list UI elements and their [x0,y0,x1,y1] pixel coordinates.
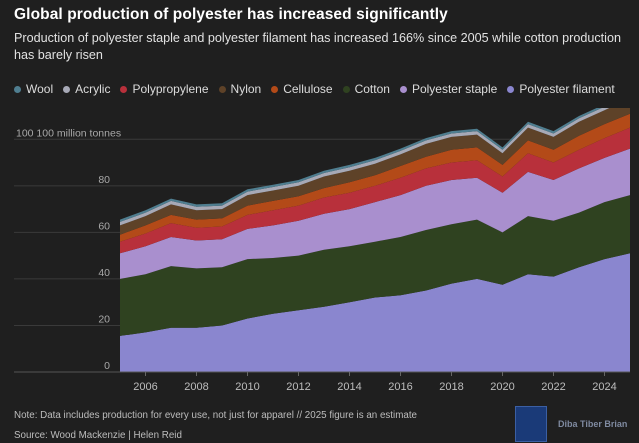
legend-swatch [342,85,350,93]
legend-item-wool: Wool [14,82,53,96]
legend-swatch [14,85,21,93]
x-tick-label: 2024 [592,381,616,393]
legend-swatch [63,85,71,93]
x-tick-label: 2018 [439,381,463,393]
legend-item-acrylic: Acrylic [63,82,110,96]
x-tick-label: 2016 [388,381,412,393]
legend-swatch [218,85,226,93]
footnote: Note: Data includes production for every… [14,410,417,421]
x-tick-label: 2010 [235,381,259,393]
area-cotton [120,195,630,336]
chart-legend: Wool Acrylic Polypropylene Nylon Cellulose Co… [14,82,639,96]
publisher-logo [515,406,547,442]
y-tick-label: 80 [98,174,110,186]
area-wool [120,108,602,222]
source-line: Source: Wood Mackenzie | Helen Reid [14,430,182,441]
legend-item-cellulose: Cellulose [271,82,333,96]
legend-label: Polyester filament [519,82,615,96]
area-nylon [120,108,630,235]
y-tick-label: 20 [98,313,110,325]
legend-swatch [271,85,279,93]
legend-label: Cellulose [283,82,333,96]
x-tick-label: 2022 [541,381,565,393]
legend-label: Polyester staple [411,82,498,96]
legend-swatch [399,85,407,93]
legend-label: Cotton [354,82,390,96]
chart-subtitle: Production of polyester staple and polye… [14,31,621,62]
x-tick-label: 2020 [490,381,514,393]
legend-label: Acrylic [75,82,111,96]
publisher-logo-text: Diba Tiber Brian [558,419,628,429]
legend-item-nylon: Nylon [218,82,262,96]
legend-label: Polypropylene [132,82,209,96]
area-acrylic [120,108,610,226]
chart-title: Global production of polyester has incre… [14,6,448,23]
area-cellulose [120,113,630,242]
legend-label: Wool [26,82,54,96]
area-polyester-staple [120,148,630,279]
x-tick-label: 2008 [184,381,208,393]
legend-swatch [120,85,128,93]
legend-item-cotton: Cotton [342,82,390,96]
legend-label: Nylon [230,82,262,96]
y-tick-label: 60 [98,220,110,232]
x-tick-label: 2014 [337,381,361,393]
area-polypropylene [120,127,630,254]
area-polyester-filament [120,253,630,372]
legend-item-polyester-staple: Polyester staple [399,82,498,96]
x-tick-label: 2006 [133,381,157,393]
x-tick-label: 2012 [286,381,310,393]
y-tick-label: 0 [104,360,110,372]
y-unit-label: 100 100 million tonnes [16,127,121,139]
legend-item-polyester-filament: Polyester filament [507,82,615,96]
legend-item-polypropylene: Polypropylene [120,82,209,96]
y-tick-label: 40 [98,267,110,279]
legend-swatch [507,85,515,93]
